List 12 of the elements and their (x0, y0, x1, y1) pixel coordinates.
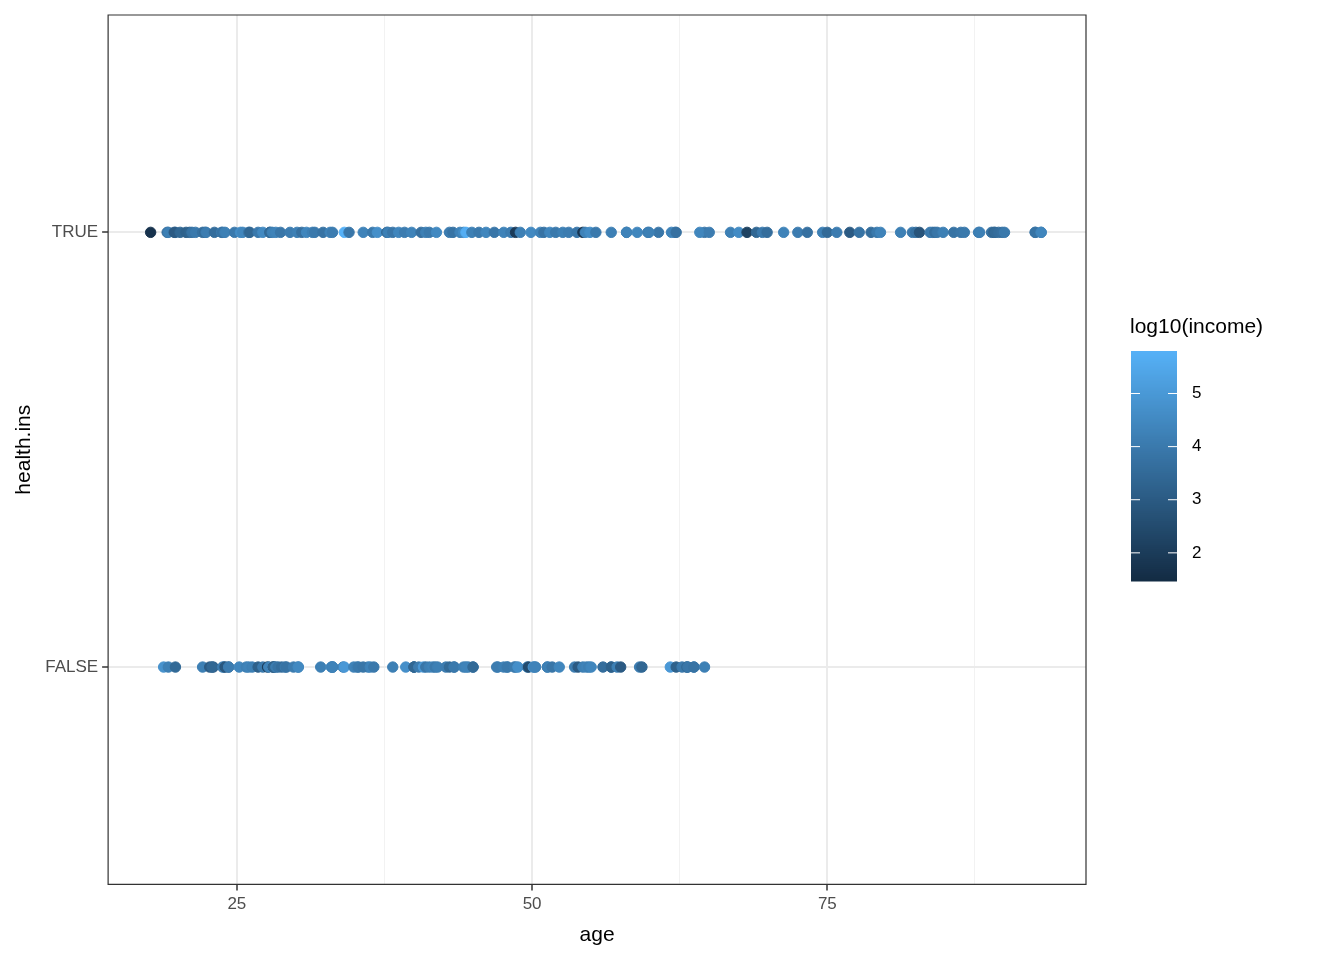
color-bar-title: log10(income) (1130, 314, 1264, 337)
color-bar-label: 3 (1192, 489, 1202, 509)
y-axis-title: health.ins (11, 404, 35, 495)
x-axis-title: age (579, 922, 615, 946)
color-bar-label: 5 (1192, 383, 1202, 403)
x-tick-label: 25 (227, 894, 247, 914)
x-tick-label: 50 (522, 894, 542, 914)
y-tick-label: TRUE (51, 222, 99, 242)
y-tick-label: FALSE (45, 656, 99, 676)
color-bar-label: 2 (1192, 542, 1202, 562)
x-tick-label: 75 (817, 894, 837, 914)
color-bar-label: 4 (1192, 436, 1202, 456)
